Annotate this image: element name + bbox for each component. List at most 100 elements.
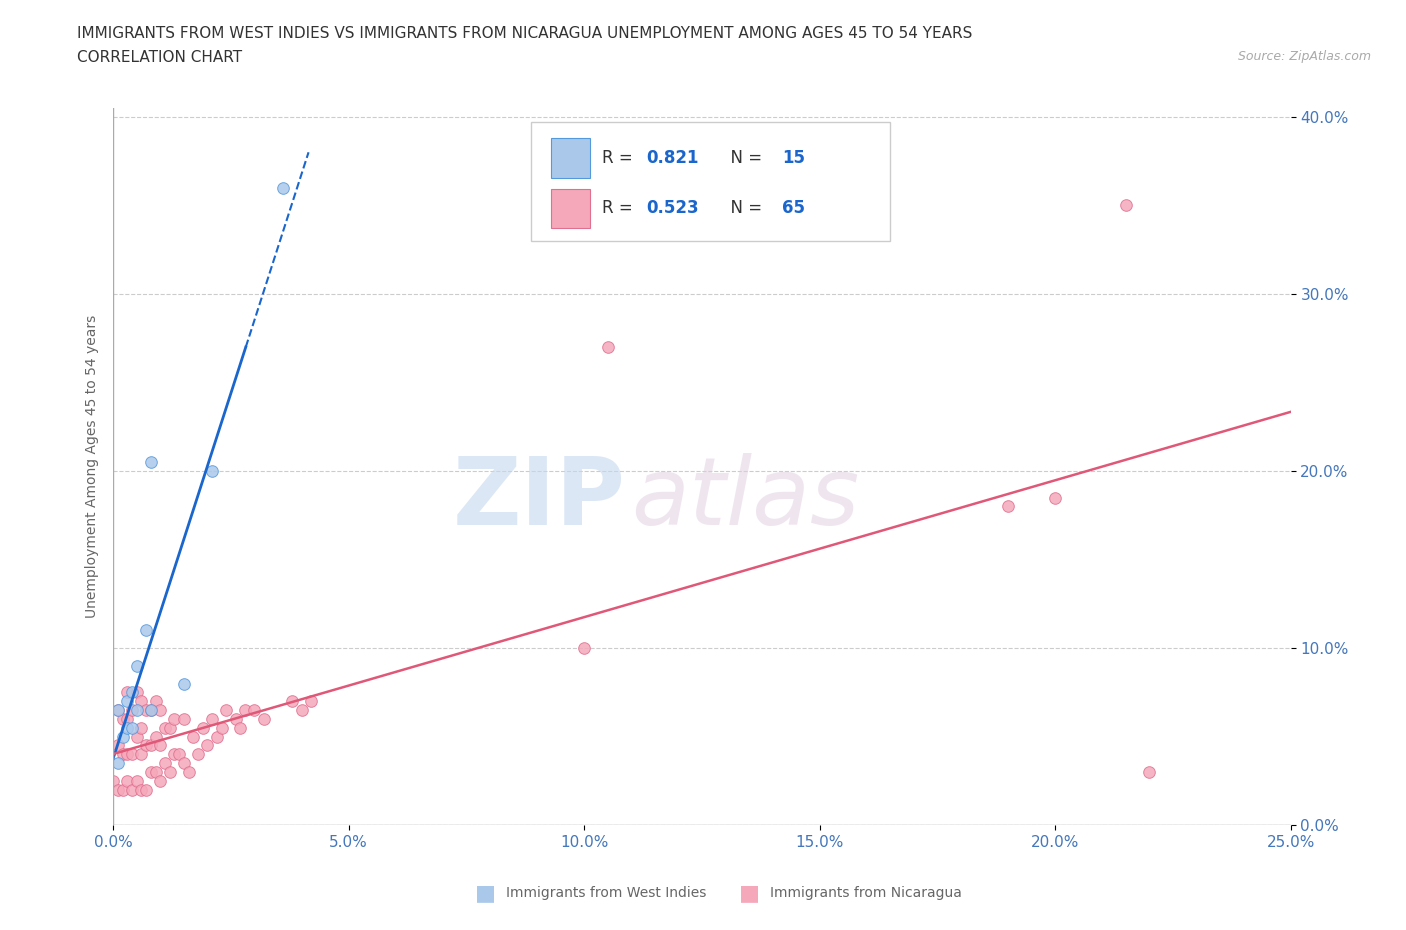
FancyBboxPatch shape [551, 139, 591, 178]
Point [111, 782, 134, 797]
Point [173, 676, 195, 691]
Point [121, 703, 143, 718]
Point [243, 703, 266, 718]
Text: N =: N = [720, 199, 766, 218]
Point [163, 747, 186, 762]
Point [135, 782, 157, 797]
Text: Immigrants from West Indies: Immigrants from West Indies [506, 885, 707, 900]
Point [229, 721, 252, 736]
Point [121, 684, 143, 699]
Text: CORRELATION CHART: CORRELATION CHART [77, 50, 242, 65]
Point [233, 703, 256, 718]
Point [125, 729, 148, 744]
Point [117, 694, 139, 709]
Point [107, 703, 129, 718]
FancyBboxPatch shape [551, 189, 591, 228]
Point [111, 729, 134, 744]
Point [107, 703, 129, 718]
Point [131, 782, 153, 797]
Text: ZIP: ZIP [453, 453, 626, 545]
Text: N =: N = [720, 149, 766, 167]
Point [253, 711, 276, 726]
Point [211, 721, 233, 736]
Text: Immigrants from Nicaragua: Immigrants from Nicaragua [770, 885, 962, 900]
Point [596, 339, 619, 354]
Point [205, 729, 228, 744]
Point [139, 455, 162, 470]
Point [167, 747, 190, 762]
Point [187, 747, 209, 762]
Point [107, 756, 129, 771]
Point [139, 703, 162, 718]
Point [139, 764, 162, 779]
Point [103, 774, 125, 789]
Point [281, 694, 304, 709]
Point [191, 721, 214, 736]
Text: 15: 15 [782, 149, 806, 167]
Point [117, 684, 139, 699]
Point [125, 774, 148, 789]
Point [195, 738, 218, 753]
Point [271, 180, 294, 195]
Point [117, 711, 139, 726]
Y-axis label: Unemployment Among Ages 45 to 54 years: Unemployment Among Ages 45 to 54 years [86, 315, 100, 618]
Point [139, 738, 162, 753]
Point [1043, 490, 1066, 505]
Point [121, 747, 143, 762]
Point [135, 738, 157, 753]
Text: ■: ■ [475, 883, 495, 903]
Text: 0.523: 0.523 [647, 199, 699, 218]
Text: 0.821: 0.821 [647, 149, 699, 167]
Point [149, 738, 172, 753]
Text: R =: R = [602, 199, 638, 218]
Point [145, 694, 167, 709]
Point [111, 711, 134, 726]
Point [997, 499, 1019, 514]
Text: 65: 65 [782, 199, 806, 218]
Text: R =: R = [602, 149, 638, 167]
Point [131, 694, 153, 709]
Point [121, 782, 143, 797]
Point [201, 711, 224, 726]
Point [125, 658, 148, 673]
Point [107, 738, 129, 753]
Point [117, 774, 139, 789]
Text: IMMIGRANTS FROM WEST INDIES VS IMMIGRANTS FROM NICARAGUA UNEMPLOYMENT AMONG AGES: IMMIGRANTS FROM WEST INDIES VS IMMIGRANT… [77, 26, 973, 41]
Text: Source: ZipAtlas.com: Source: ZipAtlas.com [1237, 50, 1371, 63]
Point [139, 703, 162, 718]
Point [215, 703, 238, 718]
Point [131, 721, 153, 736]
Point [145, 729, 167, 744]
Point [173, 756, 195, 771]
Point [117, 747, 139, 762]
Point [121, 721, 143, 736]
Point [131, 747, 153, 762]
Point [173, 711, 195, 726]
Point [149, 774, 172, 789]
Text: atlas: atlas [631, 453, 859, 544]
Point [290, 703, 312, 718]
FancyBboxPatch shape [531, 123, 890, 241]
Point [125, 684, 148, 699]
Point [135, 703, 157, 718]
Point [163, 711, 186, 726]
Point [135, 623, 157, 638]
Point [159, 764, 181, 779]
Point [1115, 198, 1137, 213]
Point [153, 756, 176, 771]
Point [111, 747, 134, 762]
Point [299, 694, 322, 709]
Point [107, 782, 129, 797]
Point [125, 703, 148, 718]
Point [1137, 764, 1160, 779]
Point [572, 641, 595, 656]
Point [177, 764, 200, 779]
Point [149, 703, 172, 718]
Point [225, 711, 247, 726]
Point [159, 721, 181, 736]
Point [181, 729, 204, 744]
Point [201, 463, 224, 478]
Text: ■: ■ [740, 883, 759, 903]
Point [153, 721, 176, 736]
Point [117, 721, 139, 736]
